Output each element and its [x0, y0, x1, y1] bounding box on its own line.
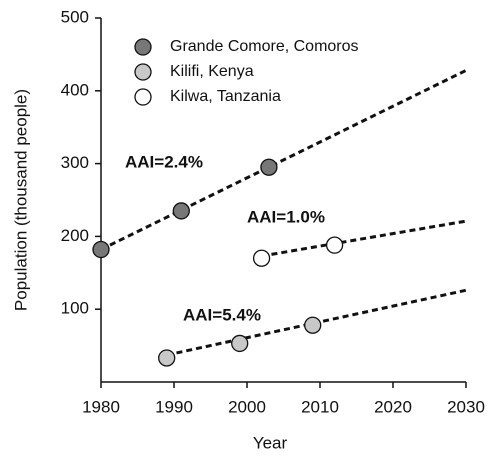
point — [252, 249, 271, 267]
x-tick-label: 1980 — [82, 397, 120, 416]
y-tick-label: 100 — [61, 299, 89, 318]
legend-label: Kilifi, Kenya — [170, 63, 254, 80]
point — [172, 202, 190, 220]
y-axis-label: Population (thousand people) — [11, 89, 30, 311]
y-tick-label: 400 — [61, 80, 89, 99]
trend-line — [261, 219, 467, 258]
x-axis-label: Year — [253, 433, 288, 452]
legend-marker — [134, 63, 152, 81]
legend-label: Grande Comore, Comoros — [170, 38, 359, 55]
x-tick-label: 2030 — [447, 397, 485, 416]
x-tick-label: 2020 — [374, 397, 412, 416]
legend-marker — [134, 88, 152, 106]
annotation: AAI=1.0% — [247, 207, 325, 226]
annotation: AAI=5.4% — [183, 305, 261, 324]
y-tick-label: 500 — [61, 7, 89, 26]
x-tick-label: 2000 — [228, 397, 266, 416]
trend-line — [100, 69, 467, 251]
legend-label: Kilwa, Tanzania — [170, 88, 281, 105]
x-tick-label: 1990 — [155, 397, 193, 416]
point — [158, 349, 176, 367]
x-tick-label: 2010 — [301, 397, 339, 416]
annotation: AAI=2.4% — [125, 152, 203, 171]
point — [92, 240, 110, 259]
point — [325, 236, 344, 254]
y-tick-label: 300 — [61, 153, 89, 172]
point — [260, 158, 278, 176]
y-tick-label: 200 — [61, 226, 89, 245]
point — [304, 316, 322, 334]
point — [231, 334, 249, 353]
legend-marker — [134, 38, 152, 56]
